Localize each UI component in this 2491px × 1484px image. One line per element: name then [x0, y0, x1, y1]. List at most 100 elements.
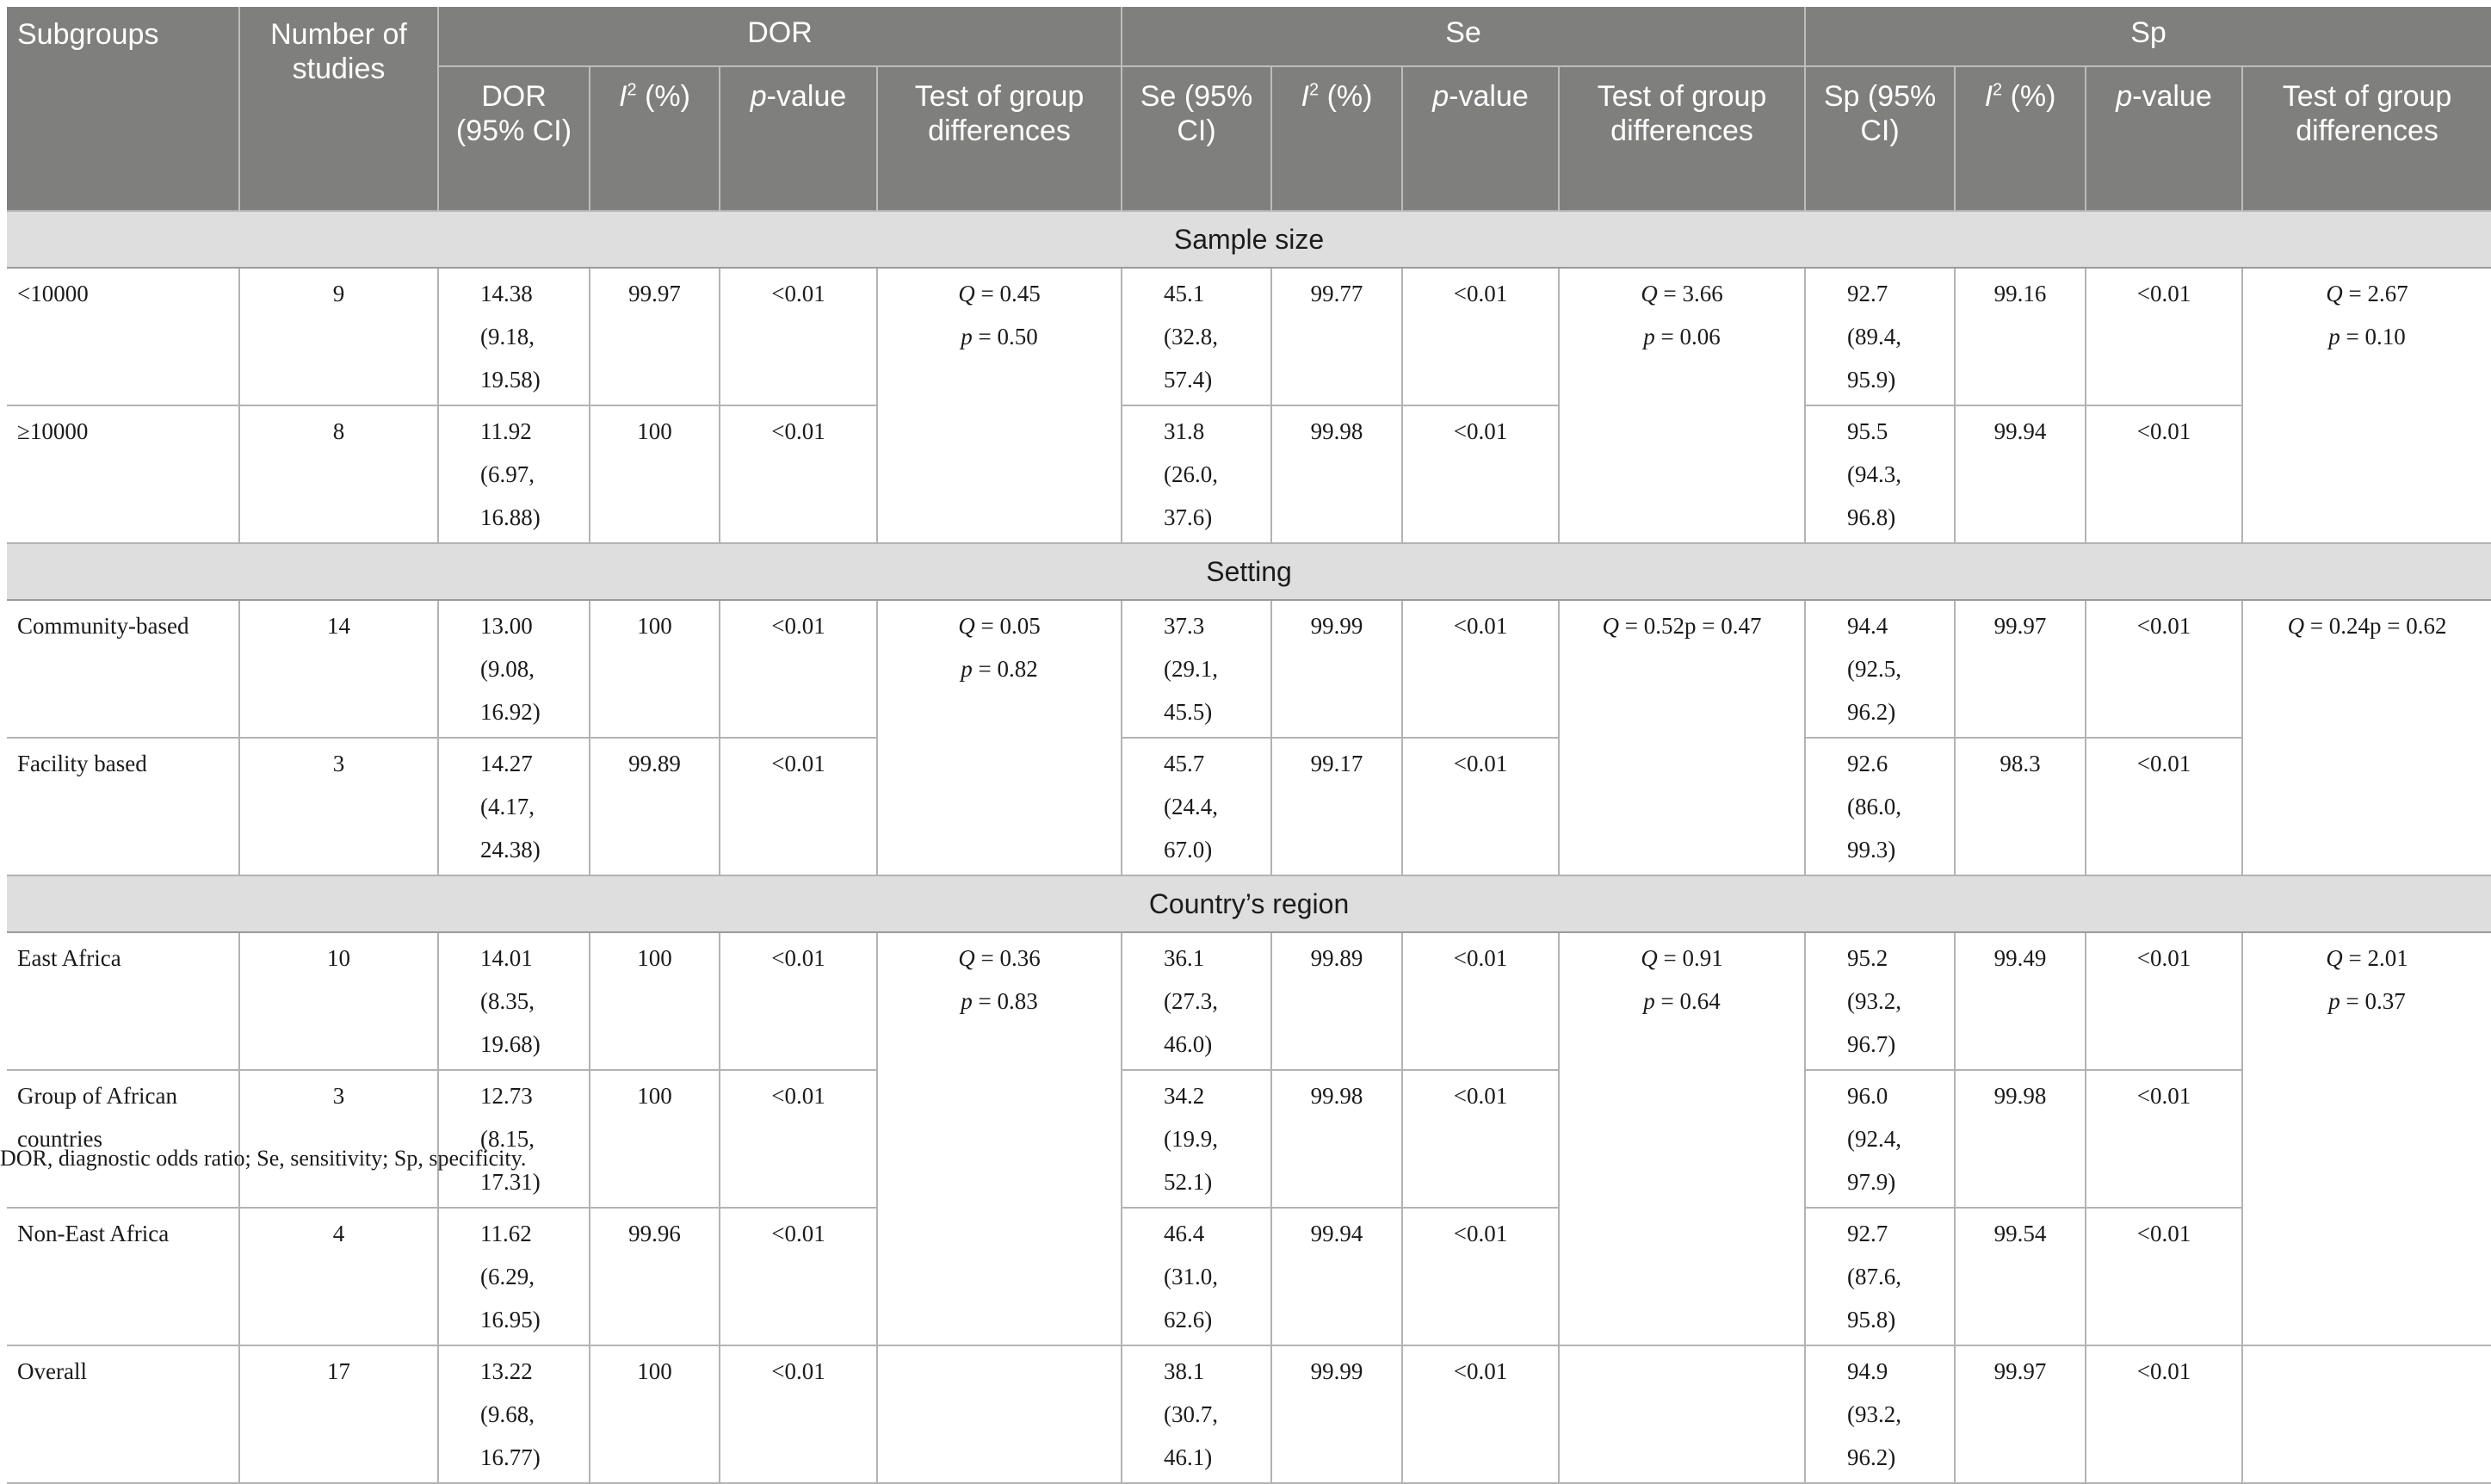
se-estimate-cell: 46.4 (31.0, 62.6) [1121, 1207, 1272, 1346]
sp-p-cell: <0.01 [2085, 1069, 2244, 1209]
se-test-cell: Q = 0.52p = 0.47 [1557, 599, 1807, 876]
sp-p-cell: <0.01 [2085, 267, 2244, 406]
sp-p-cell: <0.01 [2085, 1207, 2244, 1346]
se-p-cell: <0.01 [1401, 737, 1560, 876]
header-subgroups: Subgroups [7, 7, 239, 211]
sp-estimate-cell: 92.6 (86.0, 99.3) [1804, 737, 1956, 876]
header-sp-i2: I2 (%) [1954, 66, 2086, 211]
dor-p-cell: <0.01 [719, 267, 878, 406]
sp-estimate-cell: 92.7 (89.4, 95.9) [1804, 267, 1956, 406]
p-letter: p [750, 80, 767, 113]
se-i2-cell: 99.89 [1270, 931, 1403, 1071]
dor-estimate-cell: 13.00 (9.08, 16.92) [437, 599, 590, 739]
i2-unit: (%) [636, 80, 690, 113]
se-estimate-cell: 45.7 (24.4, 67.0) [1121, 737, 1272, 876]
sp-test-cell: Q = 2.01 p = 0.37 [2241, 931, 2491, 1346]
se-estimate-cell: 38.1 (30.7, 46.1) [1121, 1345, 1272, 1484]
dor-estimate-cell: 14.38 (9.18, 19.58) [437, 267, 590, 406]
dor-test-cell: Q = 0.05 p = 0.82 [876, 599, 1122, 876]
dor-test-cell: Q = 0.36 p = 0.83 [876, 931, 1122, 1346]
studies-cell: 8 [238, 405, 439, 544]
header-group-sp: Sp [1804, 7, 2491, 67]
sp-i2-cell: 99.49 [1954, 931, 2087, 1071]
studies-cell: 3 [238, 1069, 439, 1209]
header-row-subcolumns: DOR (95% CI) I2 (%) p-value Test of grou… [7, 66, 2491, 211]
se-test-cell: Q = 3.66 p = 0.06 [1557, 267, 1807, 544]
i2-superscript: 2 [627, 80, 637, 100]
table-footnote: DOR, diagnostic odds ratio; Se, sensitiv… [0, 1146, 527, 1171]
se-p-cell: <0.01 [1401, 267, 1560, 406]
dor-estimate-cell: 11.92 (6.97, 16.88) [437, 405, 590, 544]
page: Subgroups Number of studies DOR Se Sp DO… [0, 7, 2491, 1484]
dor-p-cell: <0.01 [719, 1345, 878, 1484]
studies-cell: 10 [238, 931, 439, 1071]
dor-estimate-cell: 11.62 (6.29, 16.95) [437, 1207, 590, 1346]
p-suffix: -value [766, 80, 847, 113]
subgroup-cell: East Africa [7, 931, 240, 1071]
i2-letter: I [1301, 80, 1309, 113]
header-dor-p-value: p-value [719, 66, 877, 211]
i2-superscript: 2 [1309, 80, 1320, 100]
dor-estimate-cell: 14.01 (8.35, 19.68) [437, 931, 590, 1071]
sp-i2-cell: 99.97 [1954, 599, 2087, 739]
header-se-test: Test of group differences [1557, 66, 1806, 211]
se-i2-cell: 99.77 [1270, 267, 1403, 406]
dor-i2-cell: 100 [589, 931, 720, 1071]
header-sp-test: Test of group differences [2241, 66, 2491, 211]
sp-test-cell: Q = 2.67 p = 0.10 [2241, 267, 2491, 544]
dor-test-cell-empty [876, 1345, 1122, 1484]
sp-i2-cell: 99.94 [1954, 405, 2087, 544]
dor-p-cell: <0.01 [719, 1069, 878, 1209]
se-i2-cell: 99.99 [1270, 1345, 1403, 1484]
sp-i2-cell: 99.98 [1954, 1069, 2087, 1209]
table-row: Community-based 14 13.00 (9.08, 16.92) 10… [7, 599, 2491, 876]
sp-i2-cell: 99.97 [1954, 1345, 2087, 1484]
dor-i2-cell: 100 [589, 405, 720, 544]
subgroup-analysis-table: Subgroups Number of studies DOR Se Sp DO… [7, 7, 2491, 1484]
table-row: <10000 9 14.38 (9.18, 19.58) 99.97 <0.01 … [7, 267, 2491, 544]
dor-p-cell: <0.01 [719, 1207, 878, 1346]
sp-p-cell: <0.01 [2085, 1345, 2244, 1484]
dor-p-cell: <0.01 [719, 737, 878, 876]
se-estimate-cell: 36.1 (27.3, 46.0) [1121, 931, 1272, 1071]
se-i2-cell: 99.98 [1270, 1069, 1403, 1209]
section-title: Country’s region [7, 875, 2491, 933]
header-row-groups: Subgroups Number of studies DOR Se Sp [7, 7, 2491, 211]
subgroup-cell: Non-East Africa [7, 1207, 240, 1346]
subgroup-cell: <10000 [7, 267, 240, 406]
se-test-cell-empty [1557, 1345, 1807, 1484]
se-estimate-cell: 45.1 (32.8, 57.4) [1121, 267, 1272, 406]
subgroup-cell: Overall [7, 1345, 240, 1484]
dor-i2-cell: 99.97 [589, 267, 720, 406]
se-p-cell: <0.01 [1401, 405, 1560, 544]
sp-estimate-cell: 94.9 (93.2, 96.2) [1804, 1345, 1956, 1484]
header-sp-p-value: p-value [2085, 66, 2243, 211]
table-row: Facility based 3 14.27 (4.17, 24.38) 99.8… [7, 737, 2491, 876]
se-i2-cell: 99.17 [1270, 737, 1403, 876]
studies-cell: 3 [238, 737, 439, 876]
p-letter: p [2116, 80, 2133, 113]
se-estimate-cell: 37.3 (29.1, 45.5) [1121, 599, 1272, 739]
se-i2-cell: 99.94 [1270, 1207, 1403, 1346]
sp-p-cell: <0.01 [2085, 599, 2244, 739]
dor-test-cell: Q = 0.45 p = 0.50 [876, 267, 1122, 544]
dor-i2-cell: 99.89 [589, 737, 720, 876]
i2-unit: (%) [2002, 80, 2056, 113]
p-letter: p [1432, 80, 1449, 113]
studies-cell: 9 [238, 267, 439, 406]
header-dor-estimate: DOR (95% CI) [437, 66, 590, 211]
sp-test-cell: Q = 0.24p = 0.62 [2241, 599, 2491, 876]
studies-cell: 14 [238, 599, 439, 739]
dor-i2-cell: 100 [589, 1069, 720, 1209]
dor-i2-cell: 100 [589, 1345, 720, 1484]
se-estimate-cell: 34.2 (19.9, 52.1) [1121, 1069, 1272, 1209]
dor-i2-cell: 100 [589, 599, 720, 739]
header-group-dor: DOR [437, 7, 1122, 67]
se-p-cell: <0.01 [1401, 1069, 1560, 1209]
dor-p-cell: <0.01 [719, 931, 878, 1071]
se-p-cell: <0.01 [1401, 931, 1560, 1071]
sp-p-cell: <0.01 [2085, 405, 2244, 544]
header-se-estimate: Se (95% CI) [1121, 66, 1271, 211]
se-p-cell: <0.01 [1401, 1345, 1560, 1484]
subgroup-cell: Facility based [7, 737, 240, 876]
